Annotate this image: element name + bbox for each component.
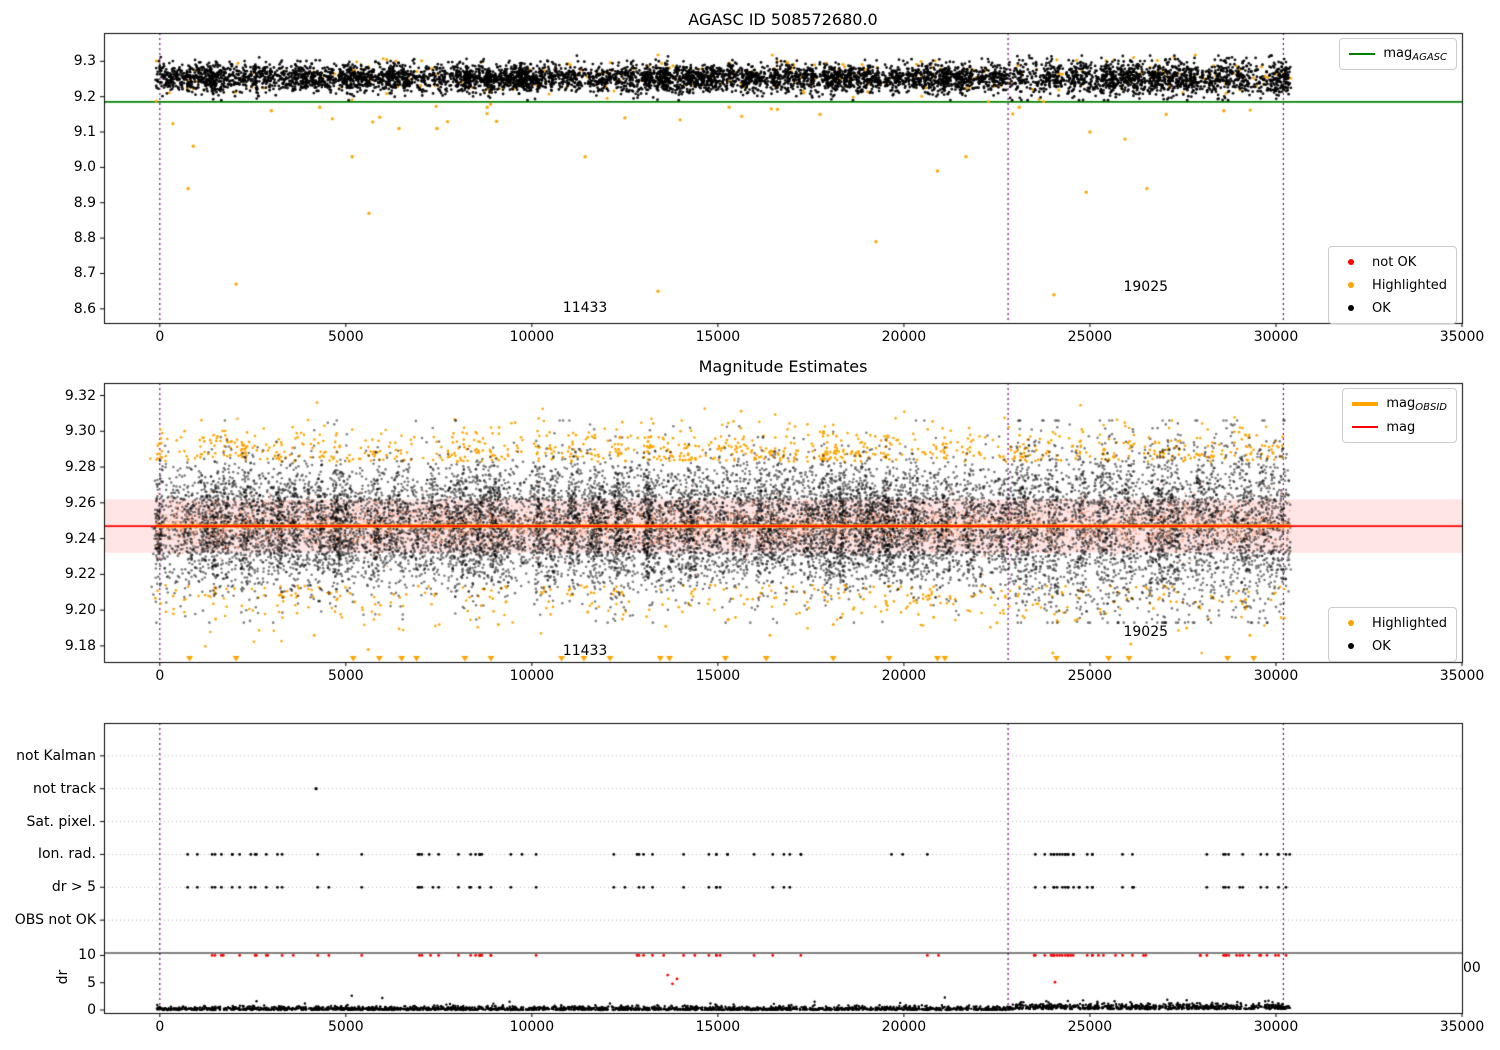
y-tick-label: 8.6 [73, 300, 96, 317]
dr-tick-label: 5 [87, 974, 96, 991]
legend-item-highlighted: Highlighted [1338, 613, 1447, 633]
flag-category-label: OBS not OK [14, 912, 96, 929]
legend-item-not-ok: not OK [1338, 252, 1447, 272]
x-tick-label: 30000 [1253, 668, 1299, 684]
x-tick-label: 0 [155, 1019, 165, 1035]
y-tick-label: 9.1 [73, 124, 96, 141]
highlighted-marker [1348, 282, 1355, 288]
legend-label-highlighted: Highlighted [1372, 615, 1447, 631]
annotation-obsid: 19025 [1123, 623, 1169, 640]
x-tick-label: 20000 [881, 668, 927, 684]
legend-label-highlighted: Highlighted [1372, 277, 1447, 293]
y-tick-label: 9.3 [73, 53, 96, 70]
legend-label-sub: OBSID [1415, 401, 1447, 413]
flag-category-label: not Kalman [16, 747, 96, 764]
x-tick-label: 10000 [509, 1019, 555, 1035]
x-tick-label: 15000 [695, 668, 741, 684]
y-tick-label: 9.30 [64, 423, 96, 440]
legend-label-sub: AGASC [1412, 51, 1447, 63]
y-tick-label: 8.8 [73, 230, 96, 247]
x-tick-label: 35000 [1439, 329, 1485, 345]
ok-marker [1348, 643, 1355, 649]
flag-category-label: dr > 5 [51, 879, 96, 896]
x-tick-label: 10000 [509, 329, 555, 345]
y-tick-label: 9.28 [64, 459, 96, 476]
y-tick-label: 9.0 [73, 159, 96, 176]
annotation-obsid: 11433 [562, 643, 608, 660]
legend-label-main: mag [1386, 395, 1416, 411]
flag-category-label: not track [32, 780, 96, 797]
y-tick-label: 9.2 [73, 88, 96, 105]
legend-label-main: mag [1383, 45, 1413, 61]
ok-marker [1348, 305, 1355, 311]
mag-obsid-line-swatch [1352, 402, 1379, 406]
y-tick-label: 9.20 [64, 602, 96, 619]
dr-tick-label: 10 [78, 947, 96, 964]
x-tick-label: 5000 [328, 329, 364, 345]
x-tick-label: 5000 [328, 668, 364, 684]
legend-label-not-ok: not OK [1372, 254, 1417, 270]
mag-agasc-line-swatch [1349, 53, 1376, 55]
dr-tick-label: 0 [87, 1002, 96, 1018]
legend-label-mag: mag [1386, 420, 1415, 435]
legend-label-ok: OK [1372, 300, 1391, 316]
legend-mag-agasc: magAGASC [1339, 38, 1457, 70]
legend-mag-lines: magOBSID mag [1342, 388, 1457, 443]
legend-item-mag-obsid: magOBSID [1352, 394, 1447, 414]
legend-item-ok: OK [1338, 298, 1447, 318]
y-tick-label: 9.24 [64, 530, 96, 547]
legend-item-highlighted: Highlighted [1338, 275, 1447, 295]
y-tick-label: 8.7 [73, 265, 96, 282]
plot2-title: Magnitude Estimates [698, 357, 868, 376]
legend-label-ok: OK [1372, 638, 1391, 654]
x-tick-label: 25000 [1067, 668, 1113, 684]
annotation-obsid: 19025 [1123, 278, 1169, 295]
y-tick-label: 8.9 [73, 194, 96, 211]
x-tick-label: 0 [155, 668, 165, 684]
flag-category-label: Sat. pixel. [26, 813, 96, 830]
mag-line-swatch [1352, 426, 1379, 428]
x-tick-label: 30000 [1253, 329, 1299, 345]
y-tick-label: 9.18 [64, 637, 96, 654]
x-tick-label: 15000 [695, 1019, 741, 1035]
legend-item-ok: OK [1338, 636, 1447, 656]
y-tick-label: 9.22 [64, 566, 96, 583]
annotation-obsid: 11433 [562, 300, 608, 317]
legend-label-mag-agasc: magAGASC [1383, 46, 1447, 63]
x-tick-label: 35000 [1439, 668, 1485, 684]
x-tick-label: 15000 [695, 329, 741, 345]
x-tick-label: 5000 [328, 1019, 364, 1035]
flag-category-label: Ion. rad. [37, 846, 96, 863]
legend-item-mag-agasc: magAGASC [1349, 44, 1447, 64]
x-tick-label: 35000 [1439, 1019, 1485, 1035]
dr-axis-label: dr [55, 969, 71, 985]
legend-label-mag-obsid: magOBSID [1386, 396, 1447, 413]
x-tick-label: 20000 [881, 329, 927, 345]
x-tick-label: 25000 [1067, 329, 1113, 345]
legend-point-types: not OK Highlighted OK [1328, 246, 1457, 324]
plot1-title: AGASC ID 508572680.0 [688, 10, 878, 29]
x-tick-label: 25000 [1067, 1019, 1113, 1035]
highlighted-marker [1348, 620, 1355, 626]
clipped-tick-label: 00 [1463, 960, 1481, 976]
x-tick-label: 0 [155, 329, 165, 345]
x-tick-label: 20000 [881, 1019, 927, 1035]
x-tick-label: 30000 [1253, 1019, 1299, 1035]
legend-label-main: mag [1386, 419, 1416, 435]
y-tick-label: 9.32 [64, 387, 96, 404]
x-tick-label: 10000 [509, 668, 555, 684]
y-tick-label: 9.26 [64, 494, 96, 511]
legend-item-mag: mag [1352, 417, 1447, 437]
legend-highlighted-ok: Highlighted OK [1328, 607, 1457, 662]
not-ok-marker [1348, 259, 1355, 265]
